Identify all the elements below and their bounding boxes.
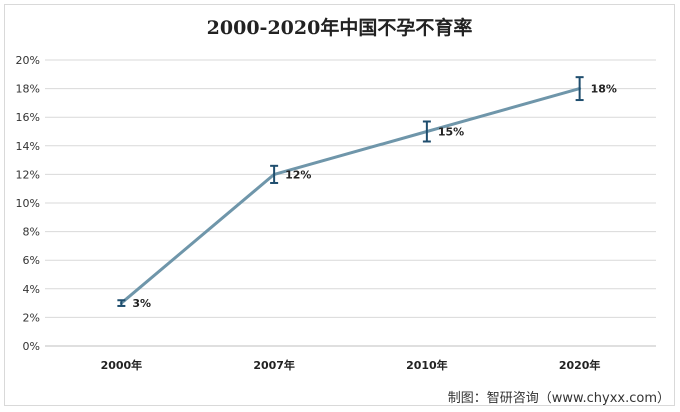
x-tick-label: 2000年: [101, 358, 143, 372]
data-label: 18%: [591, 83, 617, 96]
y-tick-label: 10%: [16, 197, 40, 210]
x-tick-label: 2007年: [253, 358, 295, 372]
y-tick-label: 16%: [16, 111, 40, 124]
chart-frame: 2000-2020年中国不孕不育率 0% 2% 4% 6% 8% 10% 12% 14% 16%…: [4, 4, 675, 406]
series-line: [119, 87, 582, 305]
y-tick-label: 4%: [23, 283, 40, 296]
data-label: 12%: [285, 168, 311, 181]
chart-title: 2000-2020年中国不孕不育率: [206, 17, 473, 39]
data-label: 15%: [438, 126, 464, 139]
y-tick-label: 6%: [23, 254, 40, 267]
x-tick-label: 2010年: [406, 358, 448, 372]
y-tick-label: 0%: [23, 340, 40, 353]
y-tick-label: 14%: [16, 140, 40, 153]
x-tick-label: 2020年: [559, 358, 601, 372]
y-tick-label: 8%: [23, 226, 40, 239]
line-chart: 0% 2% 4% 6% 8% 10% 12% 14% 16% 18% 20% 2000年 2007年 20…: [16, 54, 656, 372]
data-label: 3%: [132, 297, 151, 310]
y-tick-label: 12%: [16, 168, 40, 181]
source-credit: 制图：智研咨询（www.chyxx.com）: [447, 391, 670, 406]
y-tick-label: 20%: [16, 54, 40, 67]
y-tick-label: 2%: [23, 311, 40, 324]
y-tick-label: 18%: [16, 83, 40, 96]
